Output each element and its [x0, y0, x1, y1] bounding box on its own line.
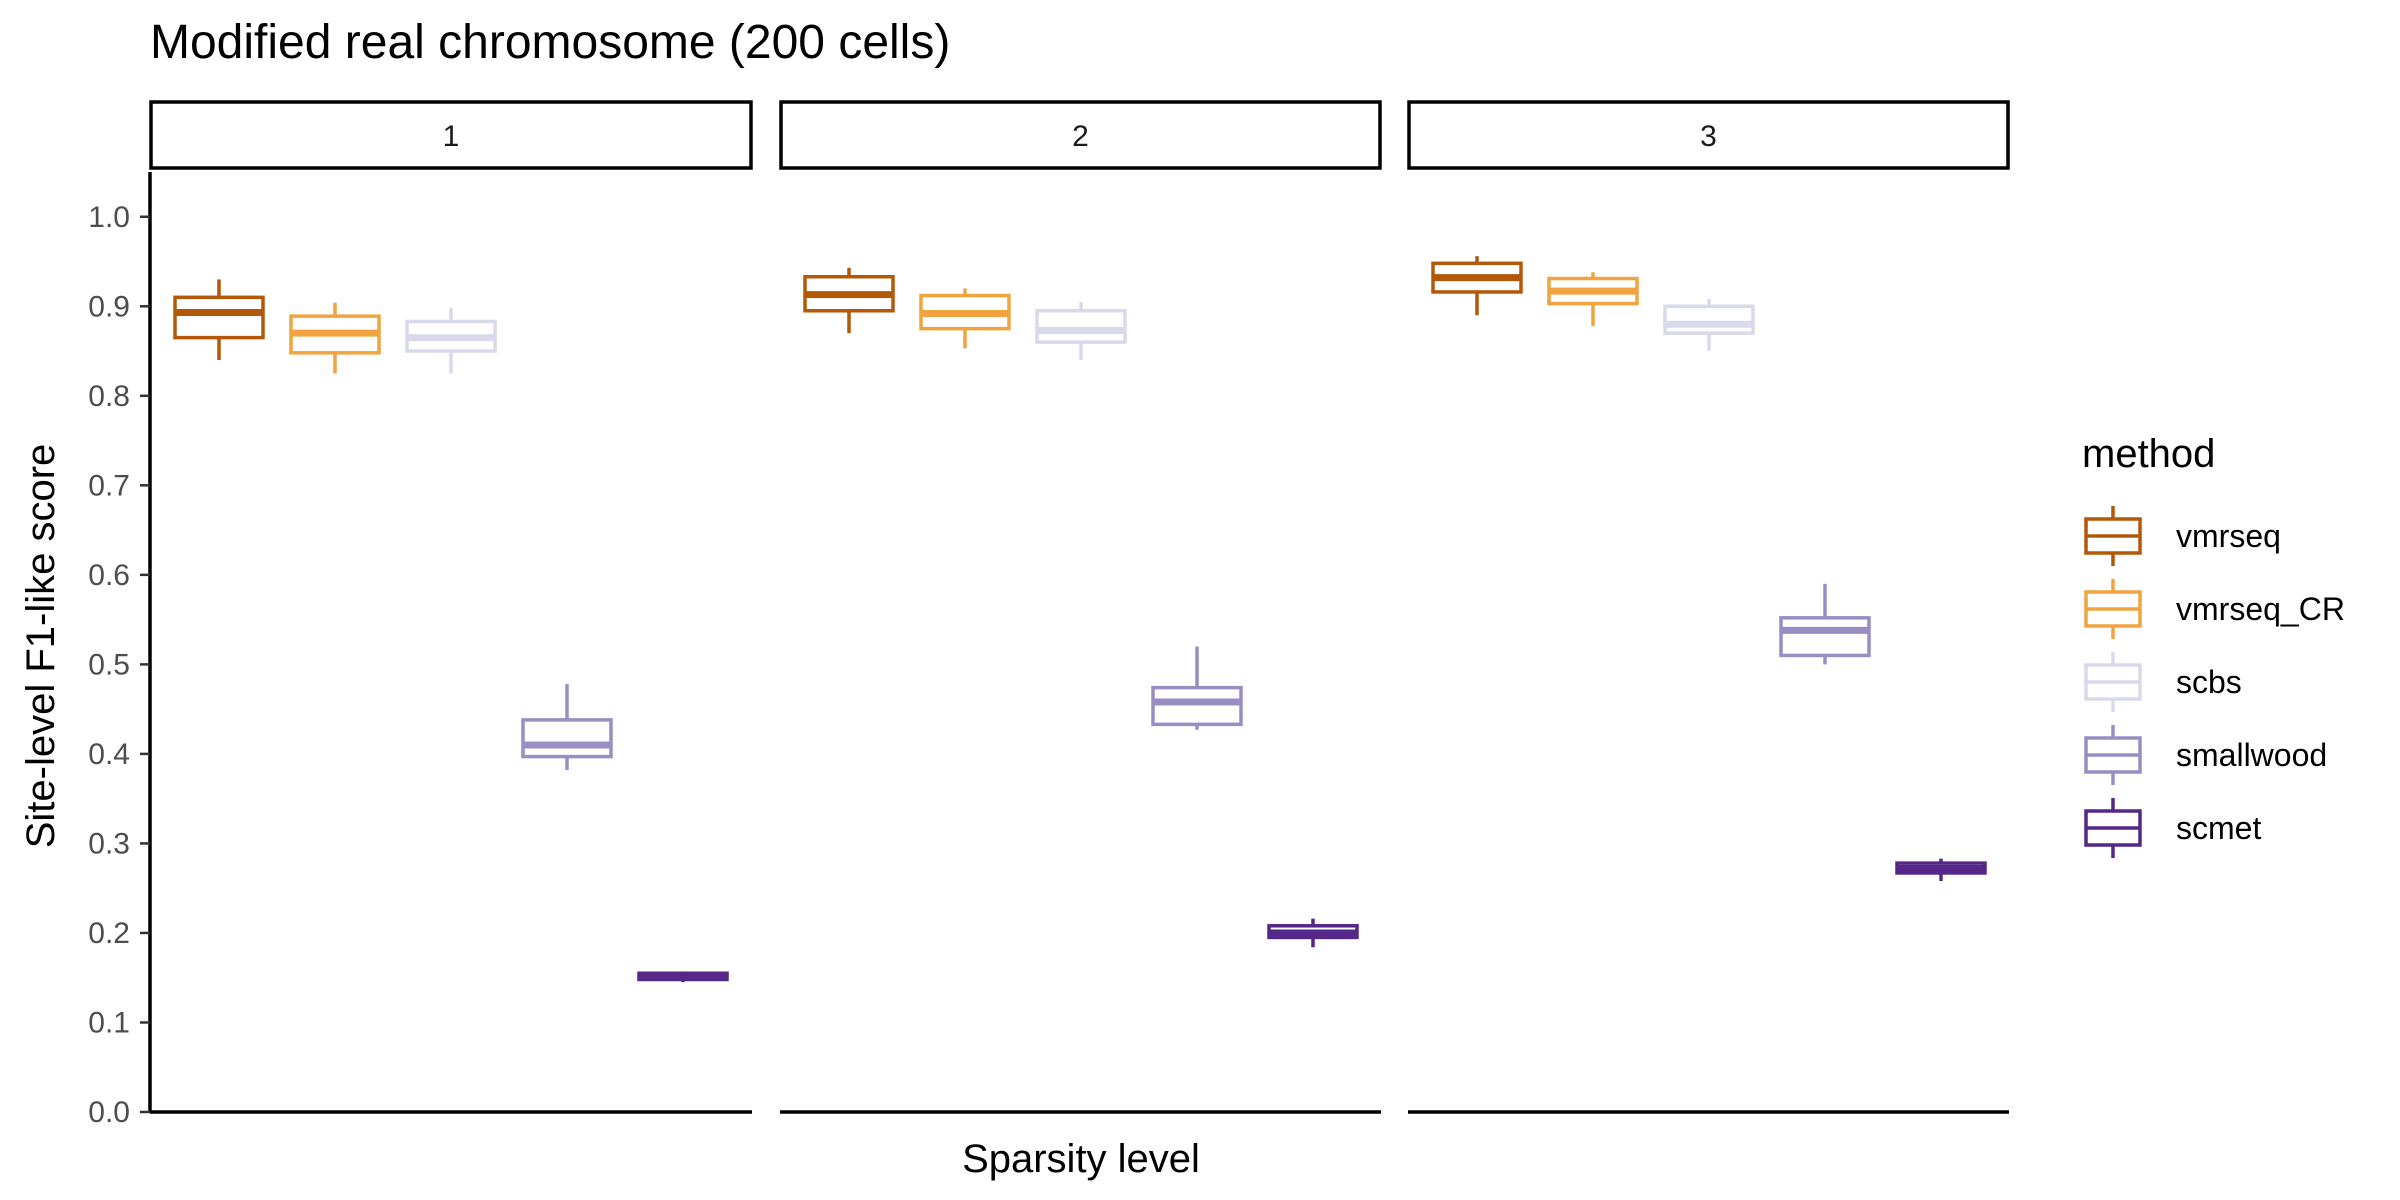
y-tick-label: 0.2 [88, 917, 130, 950]
facet-strip-2 [779, 100, 1382, 170]
y-tick-label: 0.5 [88, 648, 130, 681]
y-axis: 0.0 0.1 0.2 0.3 0.4 0.5 0.6 0.7 0.8 0.9 1.0 [88, 172, 152, 1129]
y-tick-label: 1.0 [88, 201, 130, 234]
y-tick-label: 0.9 [88, 290, 130, 323]
box-scmet-facet-3 [1895, 858, 1987, 882]
facet-label-1: 1 [443, 120, 460, 153]
facet-label-3: 3 [1700, 120, 1717, 153]
y-tick-label: 0.8 [88, 380, 130, 413]
legend-item-scmet: scmet [2084, 798, 2261, 858]
x-axis-title: Sparsity level [962, 1137, 1200, 1181]
box-iqr [173, 295, 265, 340]
box-scmet-facet-1 [637, 971, 729, 983]
y-tick-label: 0.1 [88, 1006, 130, 1039]
facet-label-2: 2 [1072, 120, 1089, 153]
box-smallwood-facet-2 [1151, 646, 1243, 730]
box-vmrseq-facet-2 [803, 267, 895, 334]
legend-label-vmrseq_CR: vmrseq_CR [2176, 591, 2345, 627]
y-axis-title: Site-level F1-like score [19, 444, 63, 849]
chart-title: Modified real chromosome (200 cells) [150, 16, 950, 69]
box-vmrseq-facet-3 [1431, 256, 1523, 316]
box-vmrseq-facet-1 [173, 279, 265, 360]
box-iqr [1151, 685, 1243, 727]
box-scbs-facet-3 [1663, 299, 1755, 352]
box-vmrseq_CR-facet-2 [919, 288, 1011, 349]
box-scbs-facet-1 [405, 308, 497, 374]
box-vmrseq_CR-facet-1 [289, 302, 381, 374]
y-tick-label: 0.6 [88, 559, 130, 592]
legend-label-scmet: scmet [2176, 810, 2261, 846]
legend-item-scbs: scbs [2084, 652, 2242, 712]
legend-item-smallwood: smallwood [2084, 725, 2327, 785]
legend-item-vmrseq: vmrseq [2084, 506, 2281, 566]
legend-title: method [2082, 432, 2215, 476]
legend-label-scbs: scbs [2176, 664, 2242, 700]
box-iqr [1779, 616, 1871, 658]
box-smallwood-facet-3 [1779, 583, 1871, 665]
legend-item-vmrseq_CR: vmrseq_CR [2084, 579, 2345, 639]
y-tick-label: 0.4 [88, 738, 130, 771]
box-smallwood-facet-1 [521, 684, 613, 771]
legend-label-vmrseq: vmrseq [2176, 518, 2281, 554]
facet-panels: 1 2 3 [149, 100, 2010, 1114]
box-iqr [521, 718, 613, 759]
box-scmet-facet-2 [1267, 918, 1359, 948]
box-iqr [1663, 304, 1755, 335]
y-tick-label: 0.3 [88, 827, 130, 860]
y-tick-label: 0.7 [88, 469, 130, 502]
legend-label-smallwood: smallwood [2176, 737, 2327, 773]
box-iqr [1035, 309, 1127, 344]
box-vmrseq_CR-facet-3 [1547, 272, 1639, 326]
facet-strip-1 [149, 100, 753, 170]
facet-strip-3 [1407, 100, 2010, 170]
y-tick-label: 0.0 [88, 1096, 130, 1129]
box-scbs-facet-2 [1035, 301, 1127, 360]
box-plots [173, 256, 1987, 983]
